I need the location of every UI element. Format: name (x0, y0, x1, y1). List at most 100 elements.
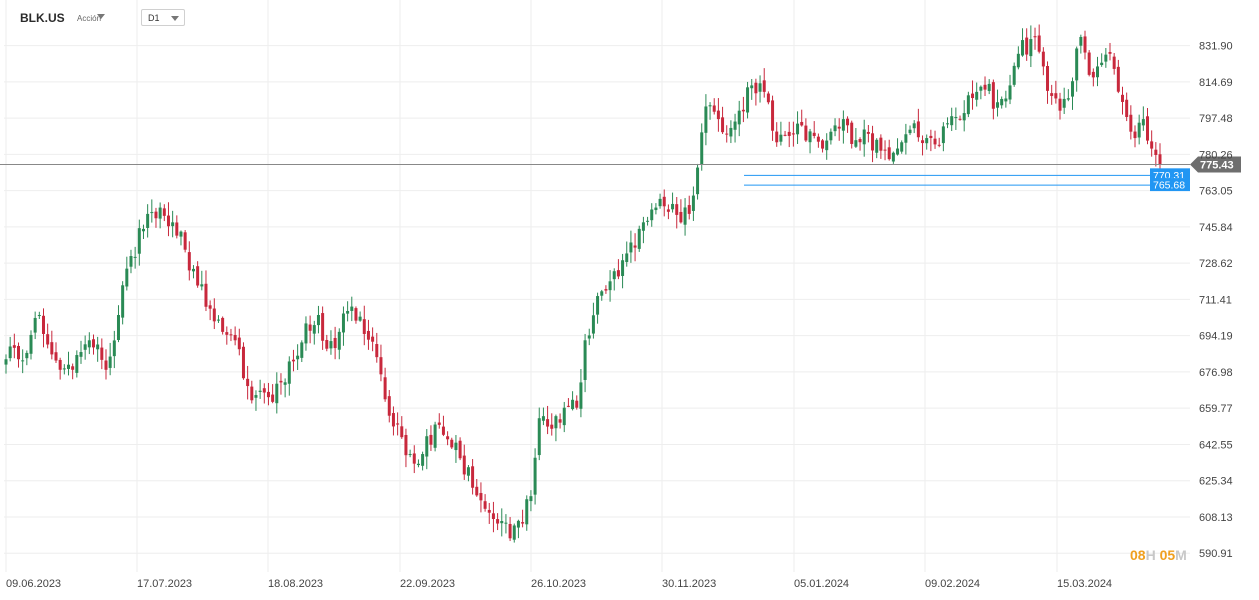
y-tick-label: 763.05 (1199, 186, 1233, 198)
candle-body (166, 215, 170, 227)
candle-body (700, 132, 704, 165)
candle-body (191, 268, 195, 272)
candle-body (16, 345, 20, 360)
candle-body (1066, 98, 1070, 100)
candle-body (912, 123, 916, 129)
candle-body (46, 334, 50, 345)
candle-body (1091, 71, 1095, 78)
y-tick-label: 831.90 (1199, 41, 1233, 53)
candle-body (283, 382, 287, 385)
candle-body (1050, 93, 1054, 96)
instrument-symbol[interactable]: BLK.US (20, 11, 65, 25)
candle-body (916, 121, 920, 138)
candle-body (212, 308, 216, 322)
candle-body (933, 138, 937, 145)
candle-body (300, 342, 304, 358)
candle-body (637, 228, 641, 249)
x-tick-label: 26.10.2023 (531, 578, 586, 590)
candle-body (337, 331, 341, 350)
candle-body (741, 109, 745, 112)
candle-body (941, 126, 945, 144)
candle-body (371, 336, 375, 342)
candle-body (21, 360, 25, 362)
candle-body (196, 266, 200, 286)
candle-body (846, 118, 850, 126)
candle-body (496, 519, 500, 524)
candle-body (771, 100, 775, 131)
candle-body (125, 268, 129, 287)
candle-body (62, 368, 66, 370)
candle-body (479, 492, 483, 501)
candle-body (437, 422, 441, 425)
x-tick-label: 09.06.2023 (6, 578, 61, 590)
candle-body (391, 413, 395, 427)
candle-body (275, 383, 279, 404)
candle-body (141, 228, 145, 232)
candle-body (262, 388, 266, 393)
candle-body (808, 131, 812, 143)
candle-body (612, 271, 616, 280)
candle-body (829, 131, 833, 141)
candle-body (1029, 39, 1033, 57)
candle-body (358, 316, 362, 321)
candle-body (841, 119, 845, 131)
candle-body (133, 256, 137, 258)
candle-body (879, 137, 883, 151)
candle-body (696, 167, 700, 195)
candle-body (1116, 66, 1120, 92)
candle-body (350, 306, 354, 311)
candle-body (796, 123, 800, 135)
candle-body (866, 131, 870, 134)
candle-body (466, 467, 470, 476)
candle-body (858, 139, 862, 143)
candle-body (1129, 114, 1133, 132)
candle-body (1025, 37, 1029, 55)
candle-body (1100, 62, 1104, 66)
candle-body (1008, 85, 1012, 100)
candle-body (687, 205, 691, 214)
chart-grid (4, 0, 1190, 572)
candle-body (591, 315, 595, 334)
candle-body (475, 486, 479, 496)
candle-body (946, 123, 950, 125)
y-tick-label: 642.55 (1199, 439, 1233, 451)
candle-body (1004, 98, 1008, 102)
candle-body (41, 315, 45, 334)
candle-body (1046, 66, 1050, 91)
candle-body (925, 138, 929, 144)
candle-countdown: 08H 05M (1130, 547, 1187, 563)
candle-body (1083, 36, 1087, 53)
candle-body (412, 453, 416, 464)
candle-body (512, 525, 516, 540)
candle-body (346, 310, 350, 314)
candle-body (1096, 66, 1100, 78)
candle-body (1112, 56, 1116, 69)
candle-body (679, 211, 683, 223)
candle-body (875, 139, 879, 153)
candle-body (1058, 98, 1062, 111)
level-label-box (1150, 168, 1190, 182)
symbol-dropdown-chevron-down-icon[interactable] (97, 14, 105, 19)
candle-body (137, 228, 141, 254)
candle-body (471, 466, 475, 488)
candle-body (721, 117, 725, 133)
candle-body (1037, 35, 1041, 52)
candle-body (654, 207, 658, 211)
candle-body (1158, 154, 1162, 165)
candle-body (250, 386, 254, 401)
candle-body (825, 140, 829, 151)
candle-body (1016, 53, 1020, 68)
candle-body (546, 419, 550, 427)
candle-body (716, 110, 720, 120)
x-tick-label: 09.02.2024 (925, 578, 980, 590)
candle-body (758, 83, 762, 92)
candle-body (25, 352, 29, 359)
candle-body (208, 305, 212, 309)
candle-body (304, 323, 308, 344)
candle-body (650, 209, 654, 221)
candle-body (641, 222, 645, 231)
timeframe-select[interactable]: D1 (141, 9, 185, 26)
y-tick-label: 625.34 (1199, 476, 1233, 488)
candle-body (550, 424, 554, 429)
